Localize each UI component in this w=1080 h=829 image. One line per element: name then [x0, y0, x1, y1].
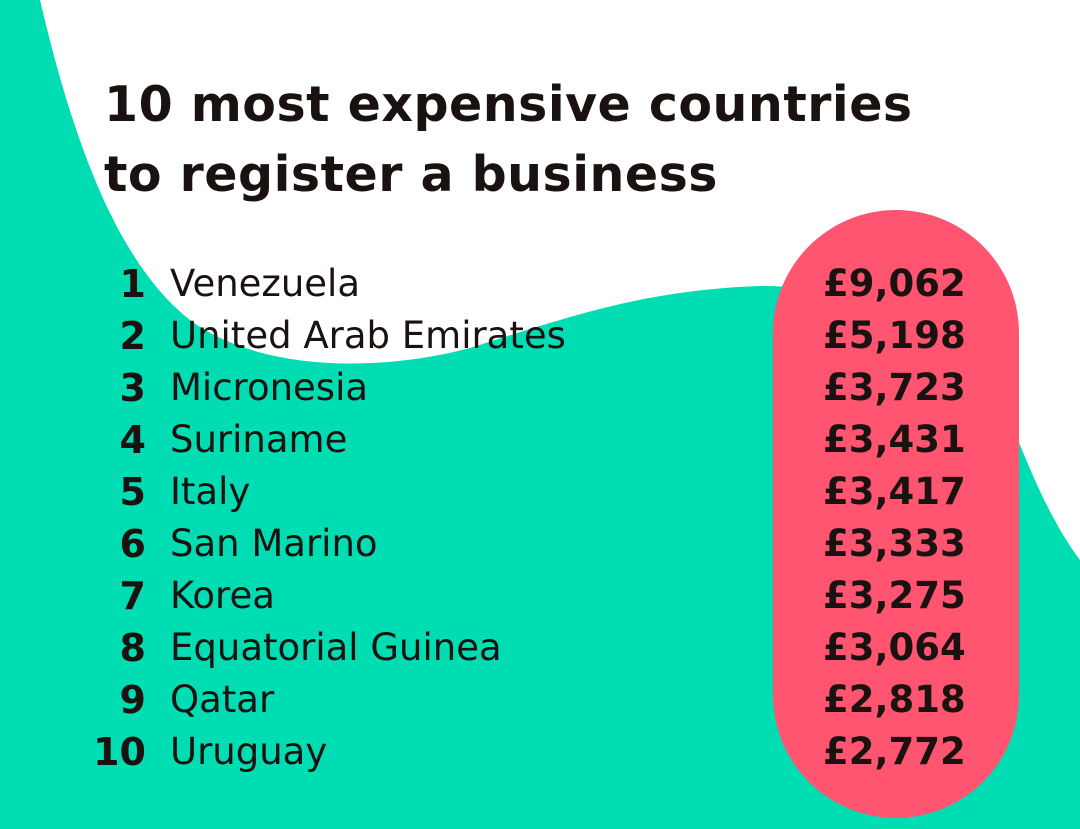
- country-name: Suriname: [170, 418, 348, 461]
- rank-number: 6: [119, 522, 146, 566]
- title-line-2: to register a business: [104, 146, 718, 203]
- title-line-1: 10 most expensive countries: [104, 76, 913, 133]
- rank-number: 4: [119, 418, 146, 462]
- table-row: 9 Qatar £2,818: [0, 674, 1080, 726]
- rank-number: 7: [119, 574, 146, 618]
- rank-number: 8: [119, 626, 146, 670]
- table-row: 8 Equatorial Guinea £3,064: [0, 622, 1080, 674]
- table-row: 5 Italy £3,417: [0, 466, 1080, 518]
- table-row: 10 Uruguay £2,772: [0, 726, 1080, 778]
- cost-highlight-pill: [773, 210, 1019, 818]
- registration-cost: £3,275: [823, 574, 966, 617]
- chart-title: 10 most expensive countries to register …: [104, 70, 913, 210]
- registration-cost: £2,772: [823, 730, 966, 773]
- registration-cost: £3,431: [823, 418, 966, 461]
- white-blob-shape: [40, 0, 1080, 560]
- registration-cost: £5,198: [823, 314, 966, 357]
- country-name: Equatorial Guinea: [170, 626, 502, 669]
- table-row: 3 Micronesia £3,723: [0, 362, 1080, 414]
- country-name: Micronesia: [170, 366, 369, 409]
- table-row: 1 Venezuela £9,062: [0, 258, 1080, 310]
- rank-number: 1: [119, 262, 146, 306]
- registration-cost: £9,062: [823, 262, 966, 305]
- rank-number: 5: [119, 470, 146, 514]
- country-name: Korea: [170, 574, 275, 617]
- table-row: 2 United Arab Emirates £5,198: [0, 310, 1080, 362]
- registration-cost: £3,417: [823, 470, 966, 513]
- country-name: Qatar: [170, 678, 275, 721]
- rank-number: 2: [119, 314, 146, 358]
- country-name: San Marino: [170, 522, 378, 565]
- country-name: Uruguay: [170, 730, 328, 773]
- rank-number: 10: [93, 730, 146, 774]
- registration-cost: £2,818: [823, 678, 966, 721]
- table-row: 7 Korea £3,275: [0, 570, 1080, 622]
- rank-number: 3: [119, 366, 146, 410]
- table-row: 6 San Marino £3,333: [0, 518, 1080, 570]
- country-name: Italy: [170, 470, 251, 513]
- country-name: Venezuela: [170, 262, 361, 305]
- ranking-table: 1 Venezuela £9,062 2 United Arab Emirate…: [0, 258, 1080, 778]
- registration-cost: £3,333: [823, 522, 966, 565]
- country-name: United Arab Emirates: [170, 314, 566, 357]
- registration-cost: £3,064: [823, 626, 966, 669]
- registration-cost: £3,723: [823, 366, 966, 409]
- rank-number: 9: [119, 678, 146, 722]
- table-row: 4 Suriname £3,431: [0, 414, 1080, 466]
